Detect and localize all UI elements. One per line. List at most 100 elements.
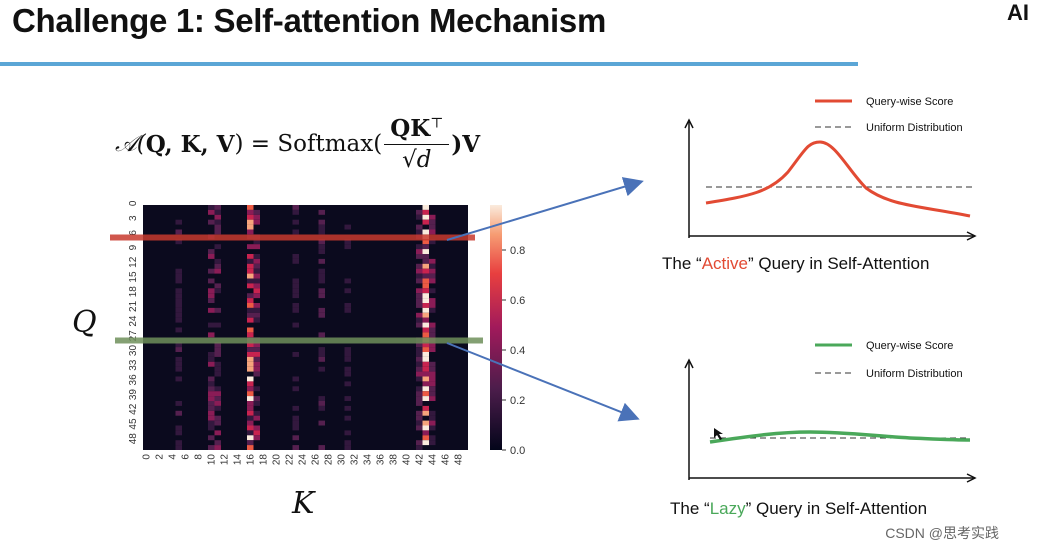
lazy-caption: The “Lazy” Query in Self-Attention — [670, 499, 928, 518]
heatmap-cell — [318, 366, 325, 372]
formula-numerator: QK⊤ — [384, 115, 450, 145]
heatmap-cell — [175, 317, 182, 323]
heatmap-cell — [175, 347, 182, 352]
heatmap-cell — [344, 366, 351, 372]
heatmap-cell — [422, 229, 429, 235]
heatmap-cell — [292, 254, 299, 259]
heatmap-cell — [318, 239, 325, 245]
heatmap-cell — [208, 322, 215, 328]
heatmap-cell — [318, 209, 325, 215]
heatmap-cell — [416, 244, 423, 250]
heatmap-y-tick: 21 — [128, 300, 139, 312]
heatmap-cell — [253, 263, 260, 269]
heatmap-cell — [247, 268, 254, 274]
heatmap-cell — [422, 371, 429, 377]
heatmap-cell — [318, 273, 325, 279]
heatmap-cell — [247, 435, 254, 441]
heatmap-cell — [175, 342, 182, 348]
heatmap-cell — [253, 401, 260, 406]
heatmap-cell — [253, 278, 260, 284]
heatmap-cell — [175, 273, 182, 279]
heatmap-cell — [344, 371, 351, 377]
heatmap-cell — [416, 273, 423, 279]
heatmap-cell — [247, 381, 254, 387]
heatmap-cell — [344, 415, 351, 421]
heatmap-cell — [344, 430, 351, 436]
heatmap-cell — [416, 229, 423, 235]
heatmap-cell — [208, 420, 215, 426]
heatmap-cell — [429, 410, 436, 416]
heatmap-cell — [208, 401, 215, 406]
heatmap-cell — [208, 435, 215, 441]
heatmap-cell — [175, 361, 182, 367]
active-legend-series: Query-wise Score — [866, 96, 953, 108]
heatmap-cell — [253, 356, 260, 362]
lazy-legend-series: Query-wise Score — [866, 340, 953, 352]
heatmap-cell — [214, 224, 221, 230]
heatmap-cell — [253, 425, 260, 431]
heatmap-cell — [247, 263, 254, 269]
heatmap-background — [143, 205, 468, 450]
heatmap-cell — [429, 322, 436, 328]
heatmap-cell — [422, 376, 429, 382]
heatmap-cell — [429, 391, 436, 397]
heatmap-cell — [416, 303, 423, 308]
formula-args: Q, K, V — [145, 130, 235, 158]
heatmap-cell — [422, 239, 429, 245]
heatmap-cell — [247, 214, 254, 220]
heatmap-cell — [208, 405, 215, 411]
heatmap-cell — [214, 347, 221, 352]
heatmap-cell — [429, 214, 436, 220]
heatmap-cell — [292, 283, 299, 289]
heatmap-cell — [318, 307, 325, 313]
heatmap-cell — [253, 303, 260, 308]
heatmap-cell — [175, 278, 182, 284]
heatmap-cell — [247, 254, 254, 259]
heatmap-y-tick: 0 — [128, 200, 139, 206]
heatmap-cell — [429, 307, 436, 313]
heatmap-cell — [247, 445, 254, 450]
heatmap-cell — [253, 366, 260, 372]
heatmap-cell — [247, 361, 254, 367]
heatmap-x-tick: 26 — [310, 454, 321, 466]
heatmap-cell — [292, 303, 299, 308]
heatmap-cell — [344, 445, 351, 450]
colorbar — [490, 205, 502, 450]
heatmap-cell — [344, 405, 351, 411]
heatmap-cell — [214, 214, 221, 220]
formula-fraction: QK⊤ √d — [384, 115, 450, 173]
heatmap-cell — [292, 386, 299, 392]
heatmap-cell — [429, 371, 436, 377]
heatmap-cell — [422, 298, 429, 303]
heatmap-cell — [175, 303, 182, 308]
heatmap-cell — [214, 229, 221, 235]
heatmap-cell — [416, 224, 423, 230]
heatmap-cell — [344, 307, 351, 313]
heatmap-cell — [416, 356, 423, 362]
q-axis-label: Q — [72, 305, 97, 340]
heatmap-x-tick: 24 — [297, 454, 308, 466]
heatmap-cell — [318, 258, 325, 264]
heatmap-cell — [416, 268, 423, 274]
page-title: Challenge 1: Self-attention Mechanism — [12, 2, 607, 39]
heatmap-cell — [344, 303, 351, 308]
heatmap-cell — [175, 219, 182, 225]
heatmap-cell — [318, 396, 325, 401]
heatmap-cell — [253, 396, 260, 401]
heatmap-cell — [318, 219, 325, 225]
heatmap-cell — [214, 391, 221, 397]
heatmap-cell — [416, 293, 423, 299]
heatmap-x-tick: 12 — [219, 454, 230, 466]
heatmap-cell — [247, 366, 254, 372]
heatmap-cell — [422, 258, 429, 264]
heatmap-cell — [318, 249, 325, 254]
heatmap-cell — [253, 307, 260, 313]
heatmap-x-tick: 4 — [167, 454, 178, 460]
heatmap-cell — [292, 278, 299, 284]
heatmap-cell — [175, 356, 182, 362]
heatmap-cell — [175, 430, 182, 436]
heatmap-cell — [247, 386, 254, 392]
heatmap-cell — [175, 229, 182, 235]
heatmap-cell — [292, 420, 299, 426]
